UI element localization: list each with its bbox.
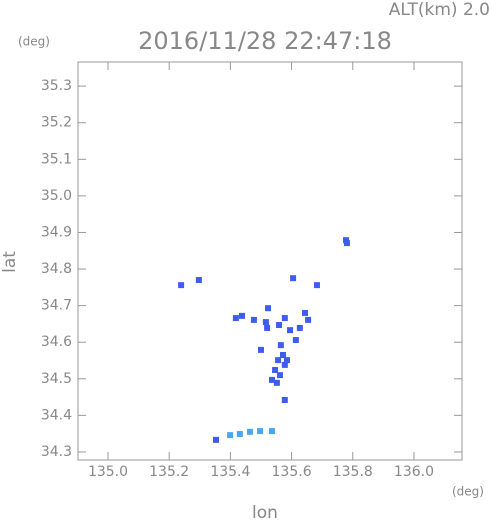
y-tick-label: 34.6 bbox=[41, 334, 72, 350]
x-tick-label: 135.4 bbox=[210, 464, 250, 480]
y-tick-label: 34.8 bbox=[41, 261, 72, 277]
echo-cell bbox=[280, 352, 287, 359]
y-tick-label: 34.3 bbox=[41, 444, 72, 460]
echo-cell bbox=[268, 428, 275, 435]
echo-cell bbox=[313, 282, 320, 289]
x-tick-label: 135.6 bbox=[272, 464, 312, 480]
echo-cell bbox=[302, 309, 309, 316]
echo-cell bbox=[281, 315, 288, 322]
echo-cell bbox=[262, 319, 269, 326]
x-unit: (deg) bbox=[452, 485, 484, 499]
echo-cell bbox=[281, 361, 288, 368]
y-unit: (deg) bbox=[18, 35, 50, 49]
echo-cell bbox=[246, 428, 253, 435]
plot-frame bbox=[77, 61, 463, 461]
echo-cell bbox=[239, 312, 246, 319]
x-tick-label: 135.0 bbox=[88, 464, 128, 480]
echo-cell bbox=[275, 357, 282, 364]
echo-cell bbox=[277, 342, 284, 349]
echo-cell bbox=[343, 240, 350, 247]
echo-cell bbox=[250, 316, 257, 323]
echo-cell bbox=[283, 357, 290, 364]
y-tick-label: 35.0 bbox=[41, 188, 72, 204]
echo-cell bbox=[257, 428, 264, 435]
echo-cell bbox=[290, 275, 297, 282]
y-axis-label: lat bbox=[0, 251, 20, 273]
echo-cell bbox=[264, 324, 271, 331]
echo-cell bbox=[265, 305, 272, 312]
x-axis-label: lon bbox=[252, 503, 278, 521]
chart-title: 2016/11/28 22:47:18 bbox=[138, 27, 392, 55]
x-tick-label: 135.8 bbox=[333, 464, 373, 480]
echo-cell bbox=[178, 282, 185, 289]
echo-cell bbox=[268, 376, 275, 383]
y-tick-label: 34.4 bbox=[41, 407, 72, 423]
echo-cell bbox=[236, 431, 243, 438]
x-tick-label: 136.0 bbox=[394, 464, 434, 480]
echo-cell bbox=[296, 324, 303, 331]
echo-cell bbox=[287, 327, 294, 334]
subtitle: ALT(km) 2.0 bbox=[389, 0, 490, 20]
y-tick-label: 34.5 bbox=[41, 371, 72, 387]
y-tick-label: 35.2 bbox=[41, 115, 72, 131]
x-tick-label: 135.2 bbox=[149, 464, 189, 480]
echo-cell bbox=[227, 432, 234, 439]
echo-cell bbox=[195, 277, 202, 284]
y-tick-label: 35.3 bbox=[41, 78, 72, 94]
y-tick-label: 34.9 bbox=[41, 224, 72, 240]
echo-cell bbox=[281, 397, 288, 404]
echo-cell bbox=[273, 379, 280, 386]
y-tick-label: 35.1 bbox=[41, 151, 72, 167]
echo-cell bbox=[212, 436, 219, 443]
echo-cell bbox=[272, 367, 279, 374]
echo-cell bbox=[276, 372, 283, 379]
echo-cell bbox=[292, 337, 299, 344]
echo-cell bbox=[305, 316, 312, 323]
echo-cell bbox=[276, 322, 283, 329]
echo-cell bbox=[232, 315, 239, 322]
y-tick-label: 34.7 bbox=[41, 298, 72, 314]
echo-cell bbox=[257, 346, 264, 353]
